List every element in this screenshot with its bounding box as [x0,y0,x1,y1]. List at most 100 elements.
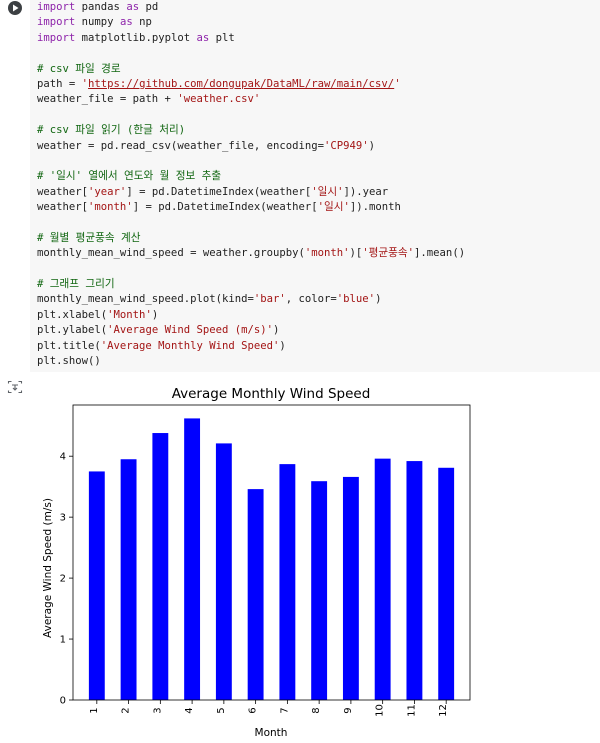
code-line: plt.show() [37,354,600,369]
y-tick-label: 4 [60,452,66,463]
code-token: '평균풍속' [362,247,415,260]
code-line: plt.xlabel('Month') [37,308,600,323]
code-token: path = [37,77,82,90]
bar [88,471,105,700]
code-token: plt.title( [37,339,101,352]
code-line [37,46,600,61]
code-cell[interactable]: import pandas as pd import numpy as np imp… [0,0,600,372]
x-tick-label: 6 [248,707,259,713]
bar [438,467,455,700]
code-token: np [132,16,152,29]
code-line: import matplotlib.pyplot as plt [37,31,600,46]
y-tick-label: 1 [60,635,66,646]
code-line: monthly_mean_wind_speed = weather.groupb… [37,246,600,261]
code-line [37,215,600,230]
code-line: # csv 파일 경로 [37,62,600,77]
code-token: weather[ [37,185,89,198]
code-token: 'bar' [253,293,286,306]
code-token: pd [139,1,159,13]
x-tick-label: 5 [216,707,227,713]
x-tick-label: 1 [89,707,100,713]
code-line: weather = pd.read_csv(weather_file, enco… [37,139,600,154]
x-tick-label: 9 [343,707,354,713]
x-tick-label: 4 [184,707,195,713]
code-line: import numpy as np [37,15,600,30]
code-token: as [119,16,133,29]
bar [406,461,423,700]
code-token: 'weather.csv' [177,93,261,106]
code-token: ' [81,77,89,90]
x-tick-label: 12 [438,704,449,717]
code-line: # 월별 평균풍속 계산 [37,231,600,246]
bar [342,476,359,700]
code-line: monthly_mean_wind_speed.plot(kind='bar',… [37,292,600,307]
code-token: '일시' [317,201,350,214]
code-token: ) [273,324,280,337]
code-token: https://github.com/dongupak/DataML/raw/m… [88,77,395,90]
code-line: # 그래프 그리기 [37,277,600,292]
code-token: monthly_mean_wind_speed = weather.groupb… [37,247,305,260]
code-token: plt.ylabel( [37,324,108,337]
x-tick-label: 3 [152,707,163,713]
code-token: as [126,1,140,13]
y-axis-label: Average Wind Speed (m/s) [42,498,54,638]
code-token: ) [151,308,159,321]
y-tick-label: 0 [60,696,66,707]
x-tick-label: 2 [121,707,132,713]
code-token: ) [279,339,286,352]
code-token: import [37,1,76,13]
code-token: # csv 파일 읽기 (한글 처리) [37,124,186,137]
code-token: 'CP949' [324,139,369,152]
code-token: import [37,31,76,44]
code-line: import pandas as pd [37,0,600,15]
code-token: pandas [75,1,127,13]
code-token: ].mean() [414,247,466,260]
code-token: 'month' [304,247,350,260]
code-line: # '일시' 열에서 연도와 월 정보 추출 [37,169,600,184]
code-token: monthly_mean_wind_speed.plot(kind= [37,293,254,306]
code-token: weather[ [37,201,89,214]
code-token: # 그래프 그리기 [37,278,115,291]
code-editor[interactable]: import pandas as pd import numpy as np imp… [30,0,600,372]
code-token: import [37,16,76,29]
code-text: import pandas as pd import numpy as np imp… [30,0,600,369]
code-line: path = 'https://github.com/dongupak/Data… [37,77,600,92]
code-line: plt.ylabel('Average Wind Speed (m/s)') [37,323,600,338]
code-token: plt [209,31,235,44]
x-axis-label: Month [255,727,288,739]
code-token: as [196,31,210,44]
code-line: # csv 파일 읽기 (한글 처리) [37,123,600,138]
code-token: ) [375,293,382,306]
code-token: 'Month' [107,308,152,321]
code-token: weather = pd.read_csv(weather_file, enco… [37,139,325,152]
code-token: ]).month [349,201,401,214]
code-token: numpy [75,16,120,29]
code-token: # '일시' 열에서 연도와 월 정보 추출 [37,170,222,183]
bar [215,443,232,700]
code-token: 'blue' [336,293,376,306]
code-line [37,262,600,277]
code-token: 'year' [88,185,127,198]
code-token: matplotlib.pyplot [75,31,197,44]
code-token: '일시' [311,185,344,198]
code-token: ]).year [343,185,389,198]
code-token: ) [368,139,376,152]
output-toggle-icon[interactable] [7,380,23,394]
bar [311,481,328,700]
code-token: ' [394,77,401,90]
code-token: )[ [349,247,363,260]
code-token: , color= [285,293,337,306]
bar [374,458,391,700]
bar [279,464,296,700]
code-token: 'Average Wind Speed (m/s)' [107,324,273,337]
code-line: plt.title('Average Monthly Wind Speed') [37,339,600,354]
x-tick-label: 7 [279,707,290,713]
code-token: 'Average Monthly Wind Speed' [100,339,280,352]
chart-title: Average Monthly Wind Speed [172,386,371,402]
code-token: 'month' [88,201,133,214]
code-line: weather['year'] = pd.DatetimeIndex(weath… [37,185,600,200]
x-tick-label: 10 [375,704,386,717]
run-cell-button[interactable] [8,1,22,15]
code-token: plt.show() [37,354,101,367]
bar [152,433,169,700]
